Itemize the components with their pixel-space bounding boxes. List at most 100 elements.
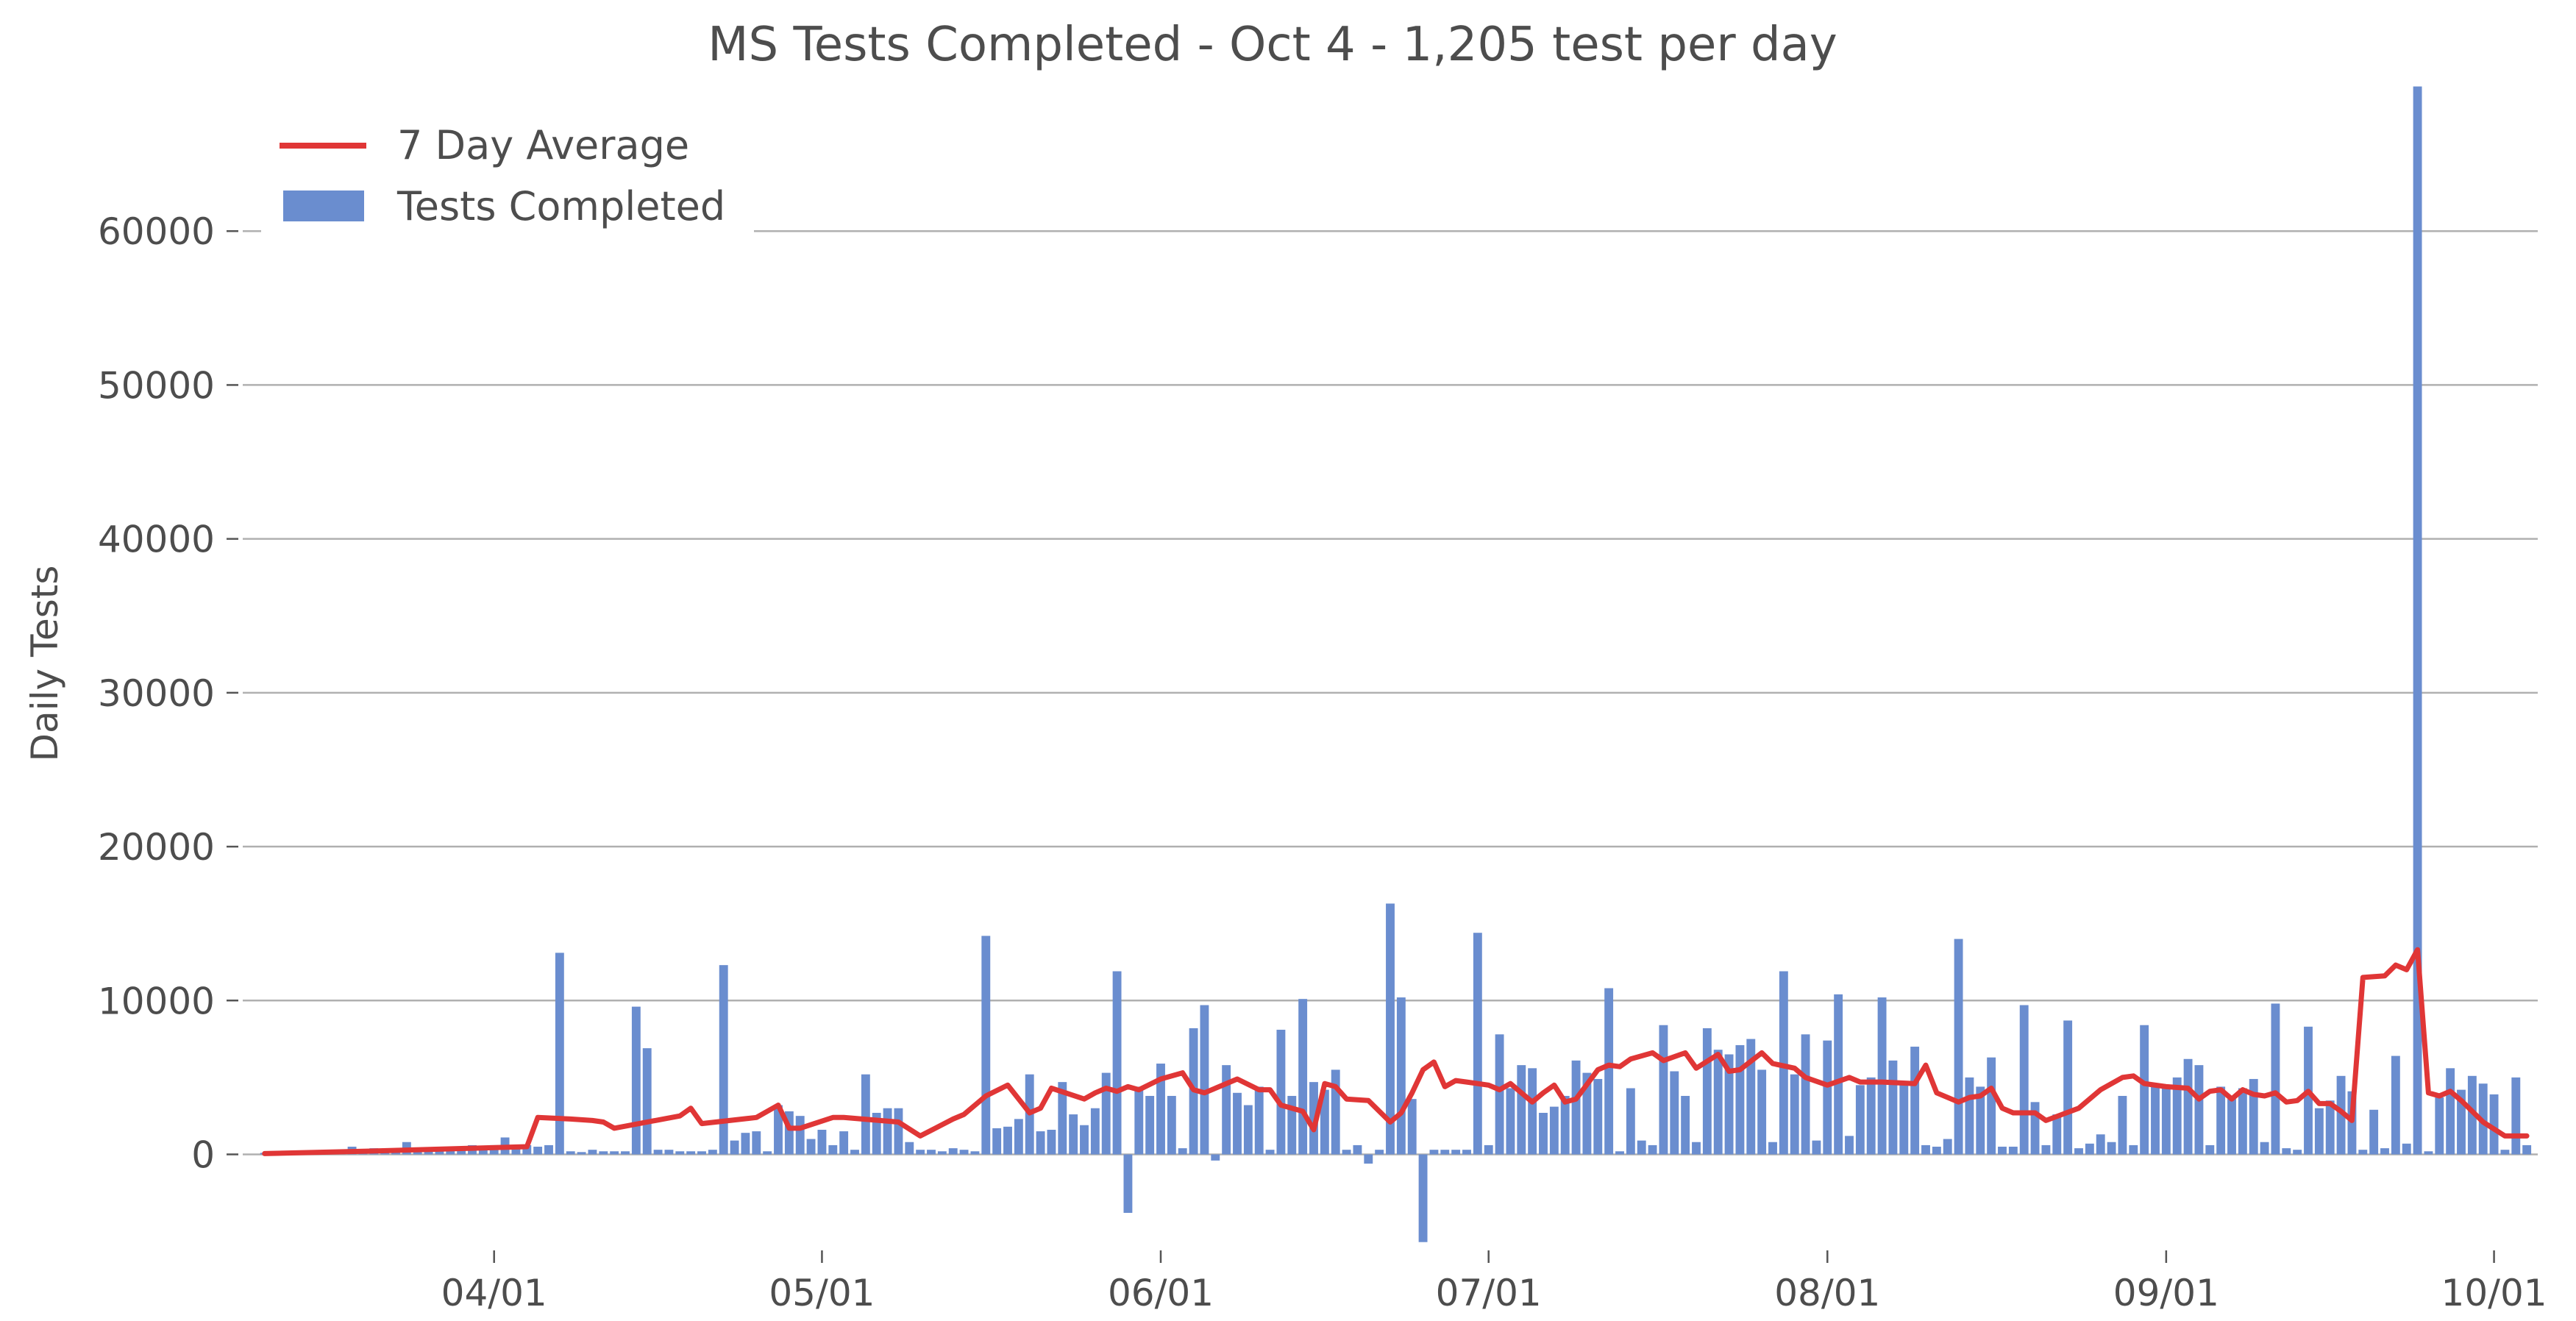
bar [1233, 1092, 1242, 1155]
bar [1265, 1150, 1275, 1155]
legend: 7 Day Average Tests Completed [261, 114, 754, 235]
x-tick-label: 04/01 [441, 1272, 547, 1314]
bar [1167, 1095, 1176, 1155]
bar [2424, 1151, 2433, 1155]
bar [1549, 1106, 1559, 1155]
bar [2151, 1085, 2160, 1155]
bar [1615, 1151, 1624, 1155]
bar [2249, 1078, 2258, 1155]
bar [2216, 1086, 2226, 1155]
bar [522, 1144, 532, 1155]
bar [2325, 1100, 2335, 1155]
x-tick-label: 07/01 [1436, 1272, 1542, 1314]
bar [2030, 1102, 2040, 1155]
bar [1812, 1140, 1821, 1155]
bar [2238, 1088, 2247, 1155]
bar [1866, 1077, 1876, 1155]
bar [1200, 1005, 1209, 1155]
bar [2446, 1068, 2455, 1155]
x-tick-label: 08/01 [1774, 1272, 1880, 1314]
bar [828, 1144, 838, 1155]
bar [1047, 1130, 1056, 1155]
bar [697, 1151, 706, 1155]
legend-label-tests: Tests Completed [396, 183, 725, 229]
bar [1976, 1086, 1985, 1155]
bar [1287, 1095, 1297, 1155]
bar [1823, 1040, 1832, 1155]
bar [2500, 1150, 2510, 1155]
x-tick-label: 09/01 [2113, 1272, 2219, 1314]
bar [664, 1150, 674, 1155]
bar [577, 1152, 586, 1155]
bar [763, 1151, 772, 1155]
bar [2282, 1148, 2291, 1155]
bar [2063, 1020, 2073, 1155]
bar [2140, 1025, 2149, 1155]
bar [1899, 1083, 1909, 1155]
y-tick-label: 30000 [98, 672, 215, 715]
bar [1932, 1147, 1941, 1155]
bar [1473, 933, 1482, 1155]
bar [1768, 1142, 1777, 1155]
bar [1320, 1089, 1329, 1155]
bar [1090, 1108, 1100, 1155]
bar [1069, 1114, 1078, 1155]
bar [1943, 1139, 1952, 1155]
bar [1571, 1060, 1581, 1155]
bar [2391, 1055, 2400, 1155]
average-line [262, 947, 2530, 1156]
bar [730, 1140, 739, 1155]
bar [2467, 1075, 2477, 1155]
bar [1254, 1086, 1264, 1155]
bar [1462, 1150, 1471, 1155]
legend-bar-swatch [283, 191, 364, 221]
bar [631, 1006, 641, 1155]
bar [1211, 1154, 1220, 1161]
bar [1364, 1154, 1373, 1164]
bar [2052, 1114, 2062, 1155]
bar [1003, 1126, 1012, 1155]
bar [1451, 1150, 1461, 1155]
bar [1910, 1047, 1920, 1155]
bar [1036, 1131, 1045, 1155]
bar [511, 1147, 521, 1155]
bar [2435, 1097, 2444, 1155]
bar [1058, 1082, 1067, 1155]
bar [1604, 988, 1614, 1155]
x-tick-label: 05/01 [769, 1272, 875, 1314]
bar [1484, 1144, 1493, 1155]
bar [905, 1142, 914, 1155]
bar [784, 1111, 794, 1155]
bar [1407, 1099, 1417, 1155]
bar [1342, 1150, 1351, 1155]
bar [2041, 1144, 2051, 1155]
bar [2511, 1077, 2521, 1155]
bar [1123, 1154, 1133, 1213]
bar [927, 1150, 936, 1155]
bar [752, 1131, 761, 1155]
bar [1243, 1105, 1253, 1155]
bar [1702, 1028, 1712, 1155]
bar [1375, 1150, 1384, 1155]
bar [1156, 1064, 1165, 1155]
bar [774, 1105, 783, 1155]
bar [1790, 1074, 1799, 1155]
bar [2358, 1150, 2368, 1155]
bar [1309, 1082, 1318, 1155]
bar [2096, 1134, 2105, 1155]
bar [1429, 1150, 1439, 1155]
bar [959, 1150, 969, 1155]
bar [795, 1116, 805, 1155]
bar [1637, 1140, 1646, 1155]
bar [2172, 1077, 2182, 1155]
bar [1659, 1025, 1668, 1155]
bar [1626, 1088, 1635, 1155]
bar [1495, 1034, 1504, 1155]
y-tick-label: 20000 [98, 826, 215, 869]
bar [937, 1151, 947, 1155]
bar [1801, 1034, 1810, 1155]
bar [817, 1130, 827, 1155]
bar [1145, 1095, 1155, 1155]
bar [1670, 1071, 1679, 1155]
bar [894, 1108, 903, 1155]
